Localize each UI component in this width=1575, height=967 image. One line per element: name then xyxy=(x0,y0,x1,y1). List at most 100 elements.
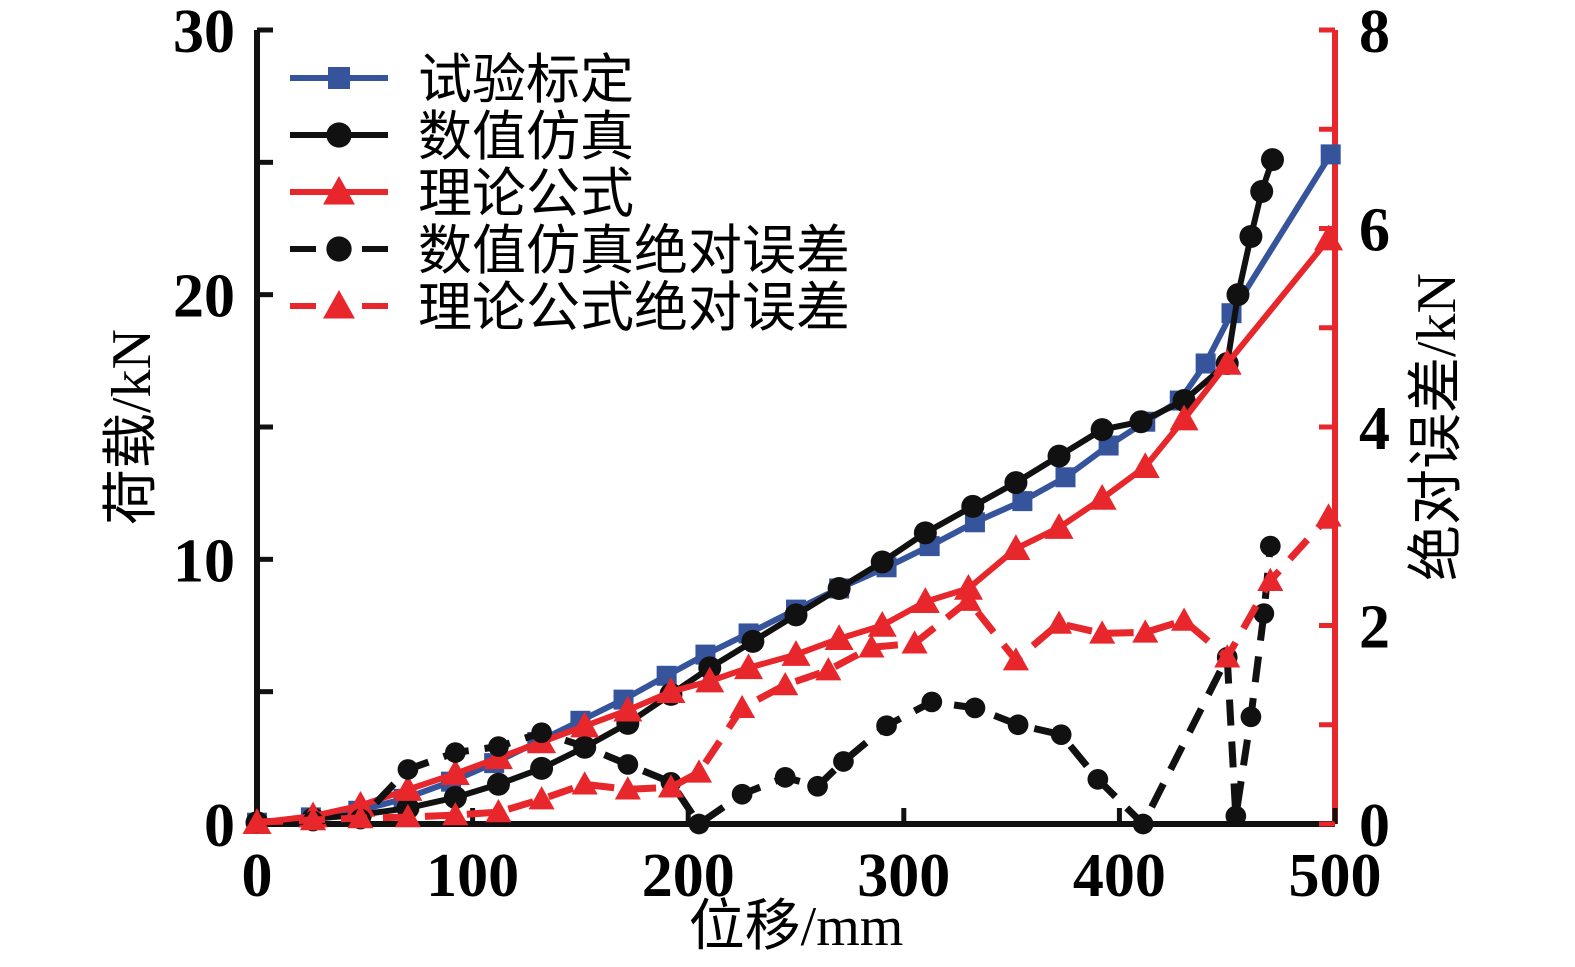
series-marker-1 xyxy=(961,494,985,518)
series-marker-4 xyxy=(243,808,271,833)
series-marker-2 xyxy=(345,790,375,817)
series-marker-3 xyxy=(688,813,710,835)
series-marker-3 xyxy=(397,759,419,780)
series-marker-0 xyxy=(1195,353,1216,374)
series-marker-1 xyxy=(1047,444,1071,468)
series-marker-3 xyxy=(531,722,552,744)
series-marker-3 xyxy=(876,715,897,737)
series-marker-4 xyxy=(1002,647,1029,671)
series-marker-2 xyxy=(953,573,983,600)
series-marker-2 xyxy=(867,611,897,637)
series-marker-1 xyxy=(1260,148,1284,172)
series-marker-3 xyxy=(1225,805,1247,827)
series-marker-0 xyxy=(1055,467,1076,488)
series-marker-2 xyxy=(1212,348,1242,375)
series-marker-2 xyxy=(1314,224,1344,251)
series-marker-1 xyxy=(1090,418,1114,442)
series-marker-3 xyxy=(1050,724,1072,746)
y-axis-title-right: 绝对误差/kN xyxy=(1406,273,1468,581)
legend-label-0: 试验标定 xyxy=(418,50,634,110)
series-marker-3 xyxy=(488,736,509,757)
legend-marker-0 xyxy=(328,67,350,89)
x-tick-label: 100 xyxy=(426,842,519,910)
series-marker-4 xyxy=(1089,620,1116,644)
series-marker-4 xyxy=(485,799,512,823)
x-tick-label: 400 xyxy=(1073,842,1166,910)
series-marker-2 xyxy=(656,677,686,703)
y-axis-title-left: 荷载/kN xyxy=(101,329,163,525)
y-tick-label-left: 0 xyxy=(204,792,235,860)
series-marker-1 xyxy=(486,772,510,796)
series-marker-3 xyxy=(1087,768,1109,790)
series-marker-2 xyxy=(570,711,600,738)
series-marker-0 xyxy=(1320,144,1341,165)
series-marker-3 xyxy=(774,767,796,788)
series-marker-1 xyxy=(870,550,894,574)
y-tick-label-right: 4 xyxy=(1359,395,1390,463)
series-marker-4 xyxy=(955,587,982,611)
legend-marker-4 xyxy=(323,290,355,319)
y-tick-label-right: 2 xyxy=(1359,594,1390,662)
series-marker-4 xyxy=(1315,503,1342,527)
series-marker-1 xyxy=(1239,224,1263,248)
series-marker-4 xyxy=(442,802,469,826)
legend-label-4: 理论公式绝对误差 xyxy=(418,278,850,338)
series-marker-2 xyxy=(1001,534,1031,561)
series-marker-3 xyxy=(1240,706,1262,728)
series-marker-3 xyxy=(807,775,828,797)
series-marker-2 xyxy=(781,640,811,666)
series-marker-4 xyxy=(657,774,685,798)
series-marker-3 xyxy=(1007,714,1029,736)
y-tick-label-left: 10 xyxy=(173,527,235,595)
series-marker-0 xyxy=(1012,491,1033,512)
x-tick-label: 300 xyxy=(857,842,950,910)
series-marker-2 xyxy=(734,653,764,680)
series-marker-2 xyxy=(613,695,643,722)
series-marker-1 xyxy=(443,786,467,810)
series-marker-4 xyxy=(1257,567,1284,592)
series-marker-3 xyxy=(1259,535,1281,557)
y-tick-label-left: 20 xyxy=(173,263,235,331)
series-marker-1 xyxy=(1250,179,1274,203)
y-tick-label-right: 0 xyxy=(1359,792,1390,860)
y-tick-label-right: 8 xyxy=(1359,0,1390,66)
x-tick-label: 0 xyxy=(242,842,273,910)
series-marker-4 xyxy=(1214,644,1241,668)
series-marker-3 xyxy=(1132,813,1154,835)
series-marker-2 xyxy=(695,666,725,693)
legend-label-2: 理论公式 xyxy=(418,164,634,224)
series-marker-4 xyxy=(685,759,713,783)
series-marker-2 xyxy=(1044,513,1074,539)
series-marker-2 xyxy=(910,587,940,613)
legend-label-3: 数值仿真绝对误差 xyxy=(418,221,850,281)
legend-marker-3 xyxy=(326,236,352,262)
series-marker-1 xyxy=(530,756,554,780)
series-marker-4 xyxy=(729,694,756,719)
legend-marker-1 xyxy=(326,122,352,148)
legend-marker-2 xyxy=(323,176,355,205)
series-marker-3 xyxy=(445,742,466,763)
y-tick-label-right: 6 xyxy=(1359,197,1390,265)
series-marker-1 xyxy=(1004,471,1028,495)
series-marker-1 xyxy=(1129,410,1153,434)
series-marker-4 xyxy=(1132,619,1159,643)
series-marker-4 xyxy=(1171,607,1198,631)
x-tick-label: 200 xyxy=(642,842,735,910)
series-marker-1 xyxy=(827,576,851,600)
series-marker-3 xyxy=(574,736,596,757)
series-marker-3 xyxy=(731,783,753,805)
series-marker-4 xyxy=(394,804,421,828)
x-axis-title: 位移/mm xyxy=(689,896,904,958)
series-marker-2 xyxy=(1130,452,1160,479)
series-marker-4 xyxy=(300,806,327,831)
series-marker-2 xyxy=(1087,483,1117,510)
series-marker-4 xyxy=(815,657,842,681)
y-tick-label-left: 30 xyxy=(173,0,235,66)
series-marker-2 xyxy=(824,624,854,651)
series-marker-4 xyxy=(528,786,555,810)
series-marker-3 xyxy=(833,751,854,772)
series-marker-1 xyxy=(741,629,765,653)
series-marker-4 xyxy=(1045,610,1073,634)
